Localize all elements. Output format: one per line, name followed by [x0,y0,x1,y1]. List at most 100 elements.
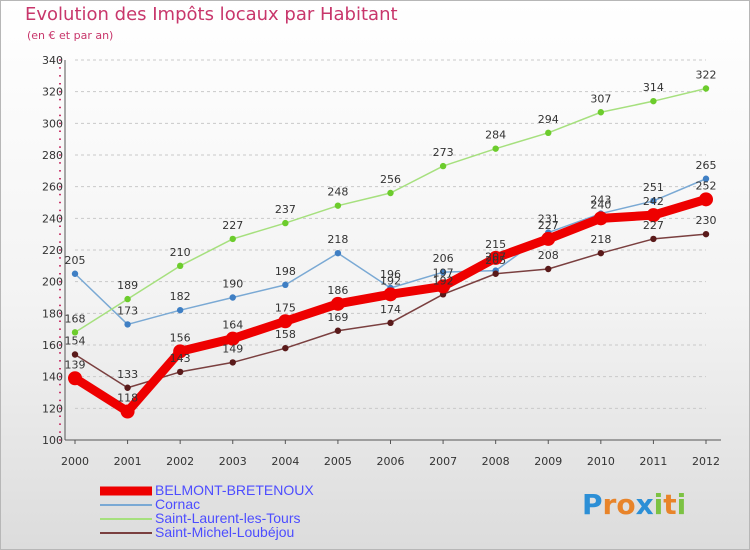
data-point [702,230,710,238]
data-label: 307 [590,92,611,105]
y-tick-label: 260 [42,181,63,194]
data-label: 196 [380,268,401,281]
y-tick-label: 320 [42,86,63,99]
data-point [278,314,293,329]
data-label: 231 [538,213,559,226]
data-label: 208 [538,249,559,262]
data-label: 192 [433,274,454,287]
data-label: 210 [170,246,191,259]
data-label: 218 [590,233,611,246]
y-tick-label: 180 [42,307,63,320]
data-label: 273 [433,146,454,159]
data-point [330,296,345,311]
data-point [650,235,657,243]
chart-subtitle: (en € et par an) [27,29,114,42]
data-label: 186 [327,284,348,297]
x-tick-label: 2012 [692,455,720,468]
data-label: 294 [538,113,559,126]
data-label: 143 [170,352,191,365]
data-point [68,371,82,386]
legend-label: BELMONT-BRETENOUX [155,482,314,498]
data-label: 158 [275,328,296,341]
data-point [597,109,605,116]
data-point [229,359,236,366]
data-label: 322 [696,69,717,82]
logo-letter: i [676,488,687,521]
data-label: 133 [117,368,138,381]
y-tick-label: 340 [42,54,63,67]
data-point [436,279,451,294]
data-label: 207 [485,251,506,264]
data-point [225,331,240,346]
y-tick-label: 240 [42,212,63,225]
data-label: 149 [222,342,243,355]
data-point [229,235,236,243]
y-tick-label: 100 [42,434,63,447]
data-point [545,129,552,137]
data-point [545,265,552,273]
data-point [646,208,661,223]
data-label: 240 [590,198,611,211]
y-tick-label: 280 [42,149,63,162]
logo-letter: x [635,488,654,521]
data-point [71,351,79,358]
x-tick-label: 2007 [429,455,457,468]
data-label: 174 [380,303,401,316]
data-label: 284 [485,129,506,142]
x-tick-label: 2005 [324,455,352,468]
x-tick-label: 2011 [639,455,667,468]
data-point [439,268,447,276]
x-tick-label: 2008 [482,455,510,468]
data-point [120,404,135,419]
data-point [71,329,79,336]
logo-letter: i [653,488,664,521]
data-label: 154 [65,335,86,348]
data-label: 242 [643,195,664,208]
data-label: 175 [275,301,296,314]
x-tick-label: 2002 [166,455,194,468]
legend-swatch [100,518,152,520]
logo-letter: r [602,488,617,521]
data-point [541,231,556,246]
x-tick-label: 2010 [587,455,615,468]
data-point [593,211,608,226]
logo-letter: P [582,488,603,521]
data-label: 227 [538,219,559,232]
data-label: 206 [433,252,454,265]
data-label: 182 [170,290,191,303]
x-tick-label: 2006 [377,455,405,468]
y-tick-label: 300 [42,117,63,130]
data-label: 227 [643,219,664,232]
chart-title: Evolution des Impôts locaux par Habitant [25,4,398,25]
data-label: 248 [327,186,348,199]
x-tick-label: 2009 [534,455,562,468]
data-point [702,85,710,92]
data-point [702,175,710,182]
data-point [229,294,236,301]
data-label: 198 [275,265,296,278]
legend-swatch [100,486,152,496]
data-point [282,281,289,289]
data-label: 243 [590,194,611,207]
data-label: 192 [380,274,401,287]
data-label: 215 [485,238,506,251]
legend-label: Cornac [155,496,201,512]
data-label: 230 [696,214,717,227]
data-label: 168 [65,312,86,325]
data-point [334,202,342,209]
data-label: 169 [327,311,348,324]
data-point [282,219,289,227]
proxiti-logo: Proxiti [582,488,686,521]
data-label: 205 [65,254,86,267]
data-point [176,368,184,376]
data-point [492,145,499,152]
legend-swatch [100,532,152,534]
data-point [488,250,503,265]
data-label: 190 [222,278,243,291]
data-label: 205 [485,254,506,267]
logo-letter: t [663,488,677,521]
data-label: 156 [170,331,191,344]
data-point [124,295,131,303]
y-tick-label: 200 [42,276,63,289]
